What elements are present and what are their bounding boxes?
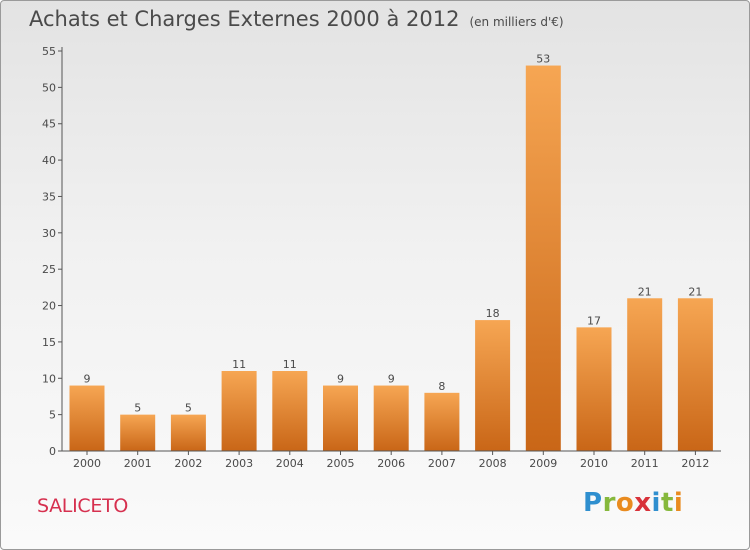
bar-2007 [424, 392, 460, 451]
data-label-2004: 11 [283, 358, 297, 371]
bar-2006 [373, 385, 409, 451]
data-label-2005: 9 [337, 373, 344, 386]
y-tick-label: 40 [42, 154, 56, 167]
x-tick-label-2004: 2004 [276, 457, 304, 470]
x-tick-label-2000: 2000 [73, 457, 101, 470]
data-label-2000: 9 [84, 373, 91, 386]
x-tick-label-2006: 2006 [377, 457, 405, 470]
bar-2011 [627, 298, 663, 451]
commune-name: SALICETO [37, 495, 129, 517]
bar-2002 [170, 414, 206, 451]
x-tick-label-2003: 2003 [225, 457, 253, 470]
x-tick-label-2011: 2011 [631, 457, 659, 470]
x-tick-label-2001: 2001 [124, 457, 152, 470]
bar-2001 [120, 414, 156, 451]
bar-2012 [677, 298, 713, 451]
logo-letter: t [660, 488, 674, 518]
bar-2005 [323, 385, 358, 451]
unit-label: (en milliers d'€) [469, 15, 564, 29]
bar-2003 [221, 371, 257, 451]
x-tick-label-2005: 2005 [327, 457, 355, 470]
data-label-2012: 21 [688, 285, 702, 298]
x-tick-label-2009: 2009 [529, 457, 557, 470]
logo-letter: r [602, 488, 616, 518]
chart-title: Achats et Charges Externes 2000 à 2012 (e… [29, 7, 564, 31]
y-tick-label: 10 [42, 372, 56, 385]
bar-2004 [272, 371, 308, 451]
y-tick-label: 35 [42, 190, 56, 203]
y-tick-label: 50 [42, 81, 56, 94]
data-label-2011: 21 [638, 285, 652, 298]
bar-2008 [475, 320, 511, 451]
data-label-2002: 5 [185, 402, 192, 415]
data-label-2003: 11 [232, 358, 246, 371]
data-label-2007: 8 [438, 380, 445, 393]
data-label-2009: 53 [536, 53, 550, 66]
y-tick-label: 5 [49, 409, 56, 422]
logo-letter: P [583, 488, 603, 518]
logo-letter: x [634, 488, 652, 518]
data-label-2010: 17 [587, 314, 601, 327]
y-tick-label: 45 [42, 118, 56, 131]
data-label-2001: 5 [134, 402, 141, 415]
x-tick-label-2008: 2008 [479, 457, 507, 470]
x-tick-label-2010: 2010 [580, 457, 608, 470]
bar-2009 [525, 65, 561, 451]
x-tick-label-2012: 2012 [681, 457, 709, 470]
y-tick-label: 30 [42, 227, 56, 240]
y-tick-label: 20 [42, 300, 56, 313]
y-tick-label: 0 [49, 445, 56, 458]
title-text: Achats et Charges Externes 2000 à 2012 [29, 7, 460, 31]
bar-2000 [69, 385, 105, 451]
y-tick-label: 15 [42, 336, 56, 349]
logo-letter: i [673, 488, 684, 518]
logo-letter: i [651, 488, 661, 518]
y-tick-label: 55 [42, 45, 56, 58]
data-label-2008: 18 [486, 307, 500, 320]
data-label-2006: 9 [388, 373, 395, 386]
proxiti-logo: Proxiti [583, 488, 683, 518]
bar-2010 [576, 327, 612, 451]
y-tick-label: 25 [42, 263, 56, 276]
x-tick-label-2007: 2007 [428, 457, 456, 470]
bars-group: 9 5 5 11 11 9 9 8 18 53 17 21 21 [69, 53, 713, 451]
logo-letter: o [615, 488, 635, 518]
x-tick-label-2002: 2002 [174, 457, 202, 470]
